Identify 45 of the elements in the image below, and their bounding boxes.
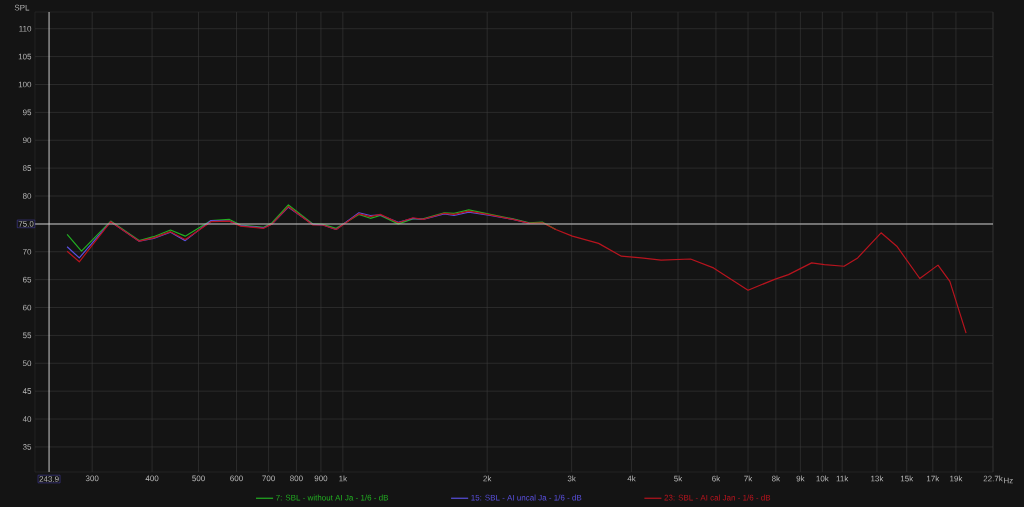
- ref-line-label: 243.9: [39, 476, 59, 482]
- y-tick-label: 65: [23, 276, 32, 283]
- y-tick-label: 45: [22, 388, 32, 394]
- x-axis-title: Hz: [1004, 477, 1013, 484]
- x-tick-label: 900: [314, 475, 328, 482]
- y-tick-label: 80: [22, 193, 32, 199]
- x-tick-label: 6k: [712, 475, 721, 482]
- y-tick-label: 110: [19, 25, 32, 32]
- x-tick-label: 8k: [771, 475, 781, 482]
- y-tick-label: 100: [18, 81, 32, 88]
- y-tick-label: 35: [22, 444, 32, 450]
- x-tick-label: 4k: [627, 475, 636, 482]
- x-tick-label: 1k: [339, 475, 348, 482]
- x-tick-label: 22.7k: [983, 475, 1003, 482]
- x-tick-label: 7k: [744, 475, 753, 482]
- y-tick-label: 90: [22, 137, 32, 144]
- y-tick-label: 55: [22, 332, 32, 339]
- y-tick-label: 70: [23, 248, 32, 255]
- x-tick-label: 700: [262, 475, 275, 482]
- x-tick-label: 2k: [483, 475, 492, 482]
- x-tick-label: 5k: [674, 475, 683, 482]
- y-tick-label: 50: [22, 360, 32, 367]
- x-tick-label: 10k: [816, 475, 829, 482]
- y-tick-label: 60: [23, 304, 32, 311]
- y-tick-label: 40: [22, 416, 32, 422]
- x-tick-label: 800: [290, 475, 303, 482]
- x-tick-label: 13k: [871, 475, 884, 482]
- y-tick-label: 95: [22, 109, 32, 116]
- x-tick-label: 11k: [836, 475, 849, 482]
- y-axis-title: SPL: [14, 4, 30, 11]
- x-tick-label: 500: [192, 475, 205, 482]
- x-tick-label: 15k: [900, 475, 914, 482]
- x-tick-label: 17k: [926, 475, 940, 482]
- x-tick-label: 3k: [567, 475, 576, 482]
- y-tick-label: 105: [18, 53, 32, 60]
- x-tick-label: 400: [145, 475, 159, 482]
- legend-label: 23: SBL - AI cal Jan - 1/6 - dB: [664, 494, 771, 501]
- x-tick-label: 300: [85, 475, 99, 482]
- x-tick-label: 19k: [950, 475, 963, 482]
- x-tick-label: 9k: [796, 475, 805, 482]
- y-tick-label: 85: [22, 165, 32, 171]
- legend-label: 7: SBL - without AI Ja - 1/6 - dB: [276, 494, 389, 501]
- x-tick-label: 600: [230, 475, 243, 482]
- ref-line-label: 75.0: [18, 221, 34, 227]
- legend-label: 15: SBL - AI uncal Ja - 1/6 - dB: [471, 494, 582, 501]
